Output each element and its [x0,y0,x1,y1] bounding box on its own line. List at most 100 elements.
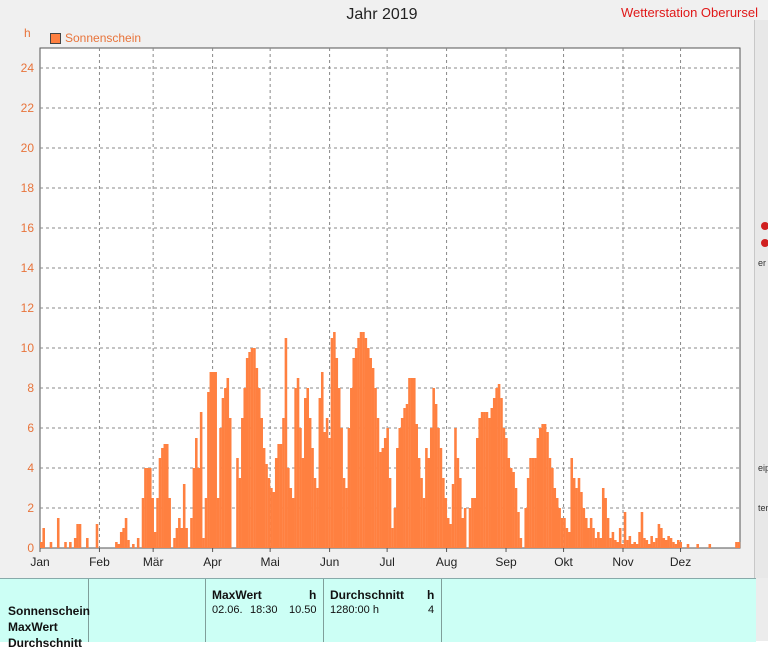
sunshine-bar [216,498,220,548]
sunshine-bar [56,518,60,548]
sunshine-bar [403,408,406,548]
sunshine-bar [512,472,515,548]
sunshine-bar [165,444,169,548]
sunshine-bar [287,468,290,548]
sunshine-bar [323,432,326,548]
sunshine-bar [529,458,532,548]
sunshine-bar [415,424,418,548]
sunshine-bar [582,508,586,548]
sunshine-bar [308,418,312,548]
sunshine-bar [507,458,511,548]
sunshine-bar [647,544,651,548]
sunshine-bar [592,528,595,548]
sunshine-bar [238,478,242,548]
sunshine-bar [49,542,53,548]
sunshine-bar [132,544,135,548]
sunshine-bar [505,438,508,548]
sunshine-bar [241,418,244,548]
sunshine-bar [274,458,278,548]
durchschnitt-unit: h [427,588,435,602]
sunshine-bar [296,378,300,548]
sunshine-bar [410,378,414,548]
sunshine-bar [291,498,295,548]
sunshine-bar [708,544,712,548]
sunshine-bar [250,348,254,548]
durchschnitt-total: 1280:00 h [330,604,379,616]
red-marker-icon [761,222,768,230]
sunshine-bar [517,512,520,548]
sunshine-bar [631,544,634,548]
sunshine-bar [265,464,268,548]
x-tick-label: Mär [143,555,164,569]
sunshine-bar [262,448,266,548]
sunshine-bar [577,478,581,548]
sunshine-bar [584,518,588,548]
sunshine-bar [253,348,256,548]
sunshine-bar [492,398,496,548]
sunshine-bar [580,492,583,548]
x-tick-label: Feb [89,555,110,569]
sunshine-bar [572,478,576,548]
sunshine-bar [442,478,445,548]
sunshine-bar [357,338,360,548]
sunshine-bar [432,388,435,548]
x-tick-label: Apr [203,555,222,569]
sunshine-bar [42,528,45,548]
y-tick-label: 18 [21,181,35,195]
sunshine-bar [628,536,632,548]
sunshine-bar [456,458,460,548]
sunshine-bar [352,358,356,548]
x-tick-label: Mai [260,555,279,569]
sunshine-bar [73,538,77,548]
sunshine-bar [633,542,636,548]
durchschnitt-header: Durchschnitt [330,588,405,602]
sunshine-bar [640,512,644,548]
sunshine-bar [672,542,675,548]
sunshine-bar [546,432,549,548]
sunshine-bar [117,544,121,548]
sunshine-bar [614,540,617,548]
sunshine-bar [257,388,261,548]
sunshine-bar [405,404,409,548]
chart-panel: 0 2 4 6 8 10 12 14 16 18 20 22 24 Jan Feb Mär Apr Mai Jun… [0,0,768,578]
sunshine-bar [320,372,324,548]
sunshine-bar [485,412,489,548]
y-tick-label: 2 [27,501,34,515]
sunshine-bar [163,444,167,548]
sunshine-bar [383,438,387,548]
y-axis-unit: h [24,26,31,40]
sunshine-bar [178,518,181,548]
sunshine-bar [667,536,670,548]
sunshine-bar [599,538,603,548]
x-tick-label: Jul [379,555,394,569]
sunshine-bar [304,398,307,548]
sunshine-bar [514,488,518,548]
sunshine-bar [589,518,593,548]
sunshine-bar [340,428,343,548]
sunshine-bar [626,540,629,548]
sunshine-bar [538,428,542,548]
sunshine-bar [553,488,557,548]
background-window-edge: er eip ter [754,20,768,578]
sunshine-bar [551,468,554,548]
sunshine-bar [313,478,317,548]
sunshine-bar [565,528,569,548]
sunshine-bar [311,448,314,548]
sunshine-bar [509,468,513,548]
sunshine-bar [381,448,385,548]
sunshine-bar [543,424,547,548]
row-label-durchschnitt: Durchschnitt [8,636,83,650]
sunshine-bar [604,498,607,548]
sunshine-bar [686,544,690,548]
sunshine-bar [214,372,217,548]
sunshine-bar [146,468,150,548]
red-marker-icon [761,239,768,247]
sunshine-bar [393,508,397,548]
sunshine-bar [488,418,491,548]
sunshine-bar [325,418,329,548]
sunshine-bar [279,444,283,548]
sunshine-bar [459,478,462,548]
sunshine-bar [420,478,423,548]
sunshine-bar [173,538,176,548]
sunshine-bar [182,484,186,548]
